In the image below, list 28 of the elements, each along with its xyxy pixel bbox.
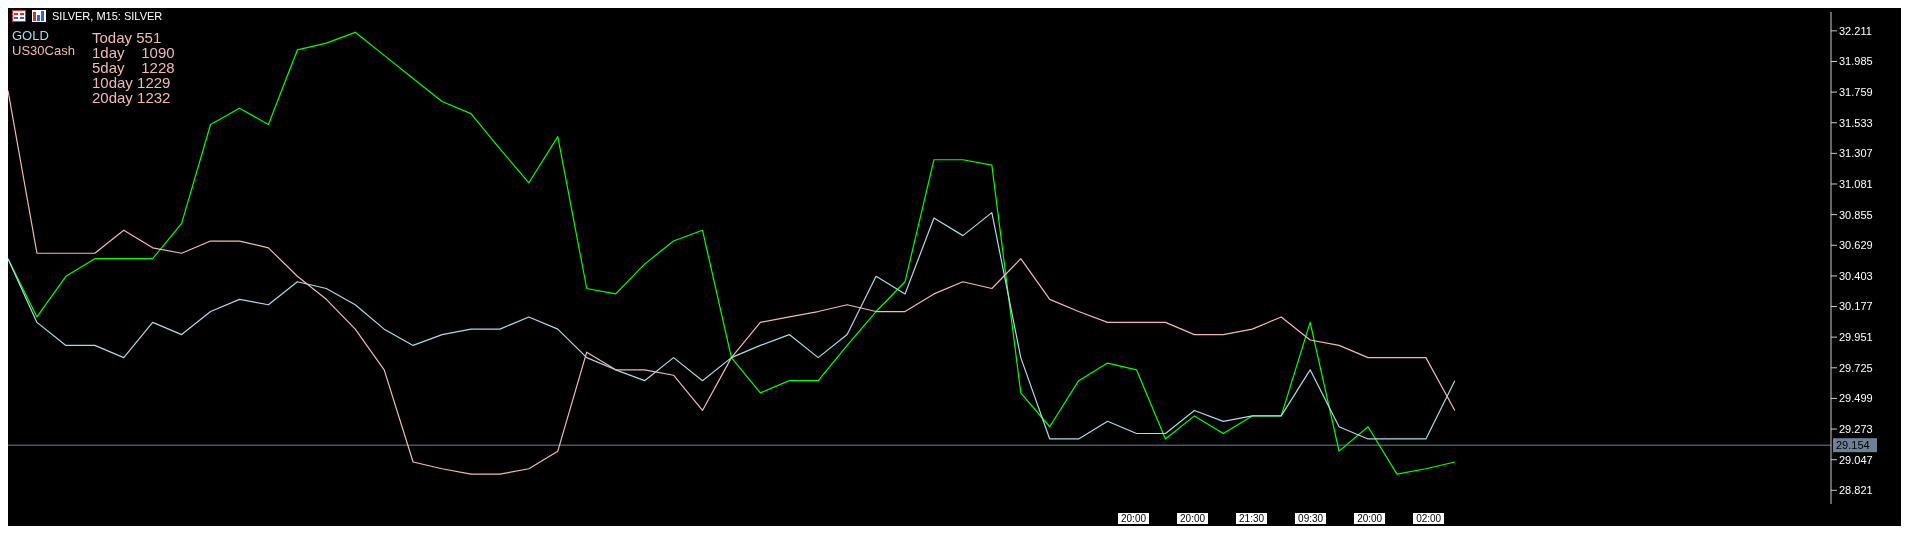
ref-line-label: 29.154 [1836, 439, 1870, 452]
annotation: Today 551 [92, 29, 163, 46]
y-tick-label: 29.273 [1839, 422, 1873, 435]
y-tick-label: 31.759 [1839, 86, 1873, 99]
y-tick-label: 29.725 [1839, 361, 1873, 374]
text: US30Cash [12, 43, 75, 58]
y-tick-label: 30.855 [1839, 208, 1873, 221]
y-tick-label: 29.951 [1839, 331, 1873, 344]
text: 09:30 [1295, 513, 1327, 524]
y-tick-label: 30.629 [1839, 239, 1873, 252]
y-tick-label: 31.081 [1839, 177, 1873, 190]
y-tick-label: 30.403 [1839, 269, 1873, 282]
y-tick-label: 31.985 [1839, 55, 1873, 68]
y-tick-label: 30.177 [1839, 300, 1873, 313]
text: 21:30 [1236, 513, 1268, 524]
text: 02:00 [1413, 513, 1445, 524]
y-tick-label: 28.821 [1839, 484, 1873, 497]
y-tick-label: 29.499 [1839, 392, 1873, 405]
y-tick-label: 29.047 [1839, 453, 1873, 466]
text: 20:00 [1354, 513, 1386, 524]
y-tick-label: 32.211 [1839, 24, 1872, 37]
text: 20:00 [1118, 513, 1150, 524]
text: 20:00 [1177, 513, 1209, 524]
y-tick-label: 31.307 [1839, 147, 1873, 160]
line-series [8, 212, 1456, 440]
y-tick-label: 31.533 [1839, 116, 1873, 129]
chart-title: SILVER, M15: SILVER [52, 10, 163, 22]
text: GOLD [12, 28, 50, 43]
